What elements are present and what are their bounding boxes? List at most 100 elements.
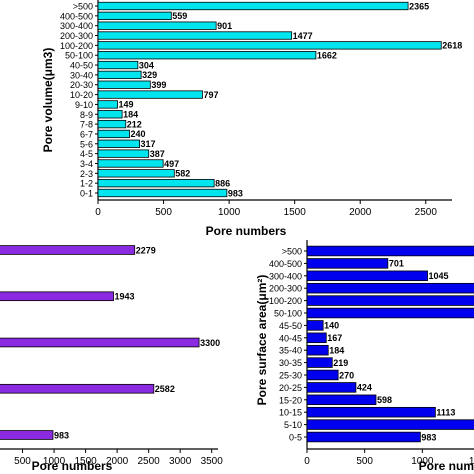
y-tick-label: 35-40 bbox=[279, 346, 302, 356]
bar bbox=[97, 80, 151, 89]
x-tick-label: 3500 bbox=[201, 456, 224, 467]
bar bbox=[0, 383, 155, 394]
bar-value-label: 497 bbox=[164, 159, 179, 169]
x-tick-label: 1500 bbox=[469, 456, 474, 467]
y-tick-label: 4-5 bbox=[80, 149, 93, 159]
bar bbox=[97, 41, 442, 50]
bar bbox=[97, 51, 317, 60]
y-axis-label: Pore surface area(μm²) bbox=[255, 275, 269, 406]
y-tick-label: 0-5 bbox=[289, 433, 302, 443]
y-tick-label: 9-10 bbox=[75, 100, 93, 110]
y-tick-label: 300-400 bbox=[269, 271, 302, 281]
bar-value-label: 317 bbox=[141, 139, 156, 149]
bar bbox=[0, 245, 136, 255]
x-axis-label: Pore numb bbox=[419, 459, 474, 473]
y-tick-label: 40-45 bbox=[279, 333, 302, 343]
bar-value-label: 149 bbox=[119, 100, 134, 110]
x-axis-label: Pore numbers bbox=[32, 459, 113, 473]
bar bbox=[306, 419, 474, 430]
y-tick-label: 3-4 bbox=[80, 159, 93, 169]
y-tick-label: 100-200 bbox=[60, 41, 93, 51]
bar bbox=[97, 110, 123, 119]
bar bbox=[306, 382, 357, 393]
bar-value-label: 270 bbox=[339, 370, 354, 380]
bar-value-label: 901 bbox=[217, 21, 232, 31]
bar bbox=[97, 139, 140, 148]
y-tick-label: 20-25 bbox=[279, 383, 302, 393]
y-tick-label: 1-2 bbox=[80, 179, 93, 189]
bar-value-label: 219 bbox=[333, 358, 348, 368]
bar bbox=[0, 291, 114, 302]
pore-volume-chart: 0 500 1000 1500 2000 2500 0-1 983 1-2 886 2-3 582 3-… bbox=[41, 0, 462, 238]
bar-value-label: 1045 bbox=[429, 271, 449, 281]
bar bbox=[97, 169, 175, 178]
x-tick-label: 2000 bbox=[106, 456, 129, 467]
bar-value-label: 559 bbox=[172, 11, 187, 21]
x-tick-label: 1000 bbox=[411, 456, 434, 467]
x-tick-label: 0 bbox=[95, 207, 101, 218]
bar-value-label: 983 bbox=[54, 430, 69, 440]
bar bbox=[306, 245, 474, 257]
y-tick-label: 8-9 bbox=[80, 110, 93, 120]
bar bbox=[306, 307, 474, 319]
bar-value-label: 1943 bbox=[115, 292, 135, 302]
x-tick-label: 1000 bbox=[218, 207, 241, 218]
bar bbox=[97, 100, 118, 109]
x-tick-label: 1500 bbox=[74, 456, 97, 467]
bar-value-label: 2618 bbox=[442, 41, 462, 51]
bar bbox=[306, 332, 327, 344]
bar-value-label: 184 bbox=[329, 346, 344, 356]
y-tick-label: 300-400 bbox=[60, 21, 93, 31]
y-tick-label: 10-15 bbox=[279, 408, 302, 418]
bar-value-label: 140 bbox=[324, 321, 339, 331]
y-tick-label: 5-6 bbox=[80, 139, 93, 149]
bar bbox=[0, 337, 200, 348]
y-tick-label: 30-35 bbox=[279, 358, 302, 368]
bar-value-label: 598 bbox=[377, 395, 392, 405]
bar-value-label: 304 bbox=[139, 60, 154, 70]
x-tick-label: 3000 bbox=[169, 456, 192, 467]
x-tick-label: 500 bbox=[14, 456, 31, 467]
y-tick-label: 50-100 bbox=[65, 51, 93, 61]
bar-value-label: 983 bbox=[421, 432, 436, 442]
y-tick-label: 400-500 bbox=[60, 11, 93, 21]
x-axis-label: Pore numbers bbox=[206, 224, 287, 238]
bar bbox=[306, 431, 421, 443]
x-tick-label: 500 bbox=[356, 456, 373, 467]
bar bbox=[306, 369, 339, 381]
y-tick-label: 15-20 bbox=[279, 395, 302, 405]
bar-value-label: 797 bbox=[203, 90, 218, 100]
bar bbox=[306, 258, 389, 269]
bar bbox=[97, 21, 217, 30]
bar bbox=[97, 159, 164, 168]
x-tick-label: 2000 bbox=[349, 207, 372, 218]
bar-value-label: 240 bbox=[130, 129, 145, 139]
y-tick-label: 50-100 bbox=[274, 309, 302, 319]
bar bbox=[97, 70, 142, 80]
bar bbox=[97, 129, 130, 139]
y-tick-label: 6-7 bbox=[80, 129, 93, 139]
x-tick-label: 2500 bbox=[415, 207, 438, 218]
bar bbox=[97, 179, 215, 188]
y-tick-label: 45-50 bbox=[279, 321, 302, 331]
bar bbox=[306, 295, 474, 306]
bar bbox=[306, 270, 428, 282]
bar bbox=[306, 320, 324, 331]
bar-value-label: 1662 bbox=[317, 51, 337, 61]
bar-value-label: 2279 bbox=[136, 245, 156, 255]
y-tick-label: 7-8 bbox=[80, 120, 93, 130]
x-tick-label: 0 bbox=[304, 456, 310, 467]
bar-value-label: 1113 bbox=[436, 408, 455, 418]
second-chart-partial: 0500100015002000250030003500983258233001… bbox=[0, 245, 224, 473]
y-tick-label: 200-300 bbox=[269, 284, 302, 294]
bar-value-label: 983 bbox=[228, 188, 243, 198]
bar-value-label: 1477 bbox=[293, 31, 313, 41]
y-tick-label: >500 bbox=[282, 247, 302, 257]
bar bbox=[97, 1, 409, 11]
bar-value-label: 184 bbox=[123, 110, 138, 120]
bar-value-label: 167 bbox=[327, 333, 342, 343]
bar-value-label: 3300 bbox=[200, 338, 220, 348]
bar bbox=[97, 188, 228, 198]
bar-value-label: 582 bbox=[175, 169, 190, 179]
